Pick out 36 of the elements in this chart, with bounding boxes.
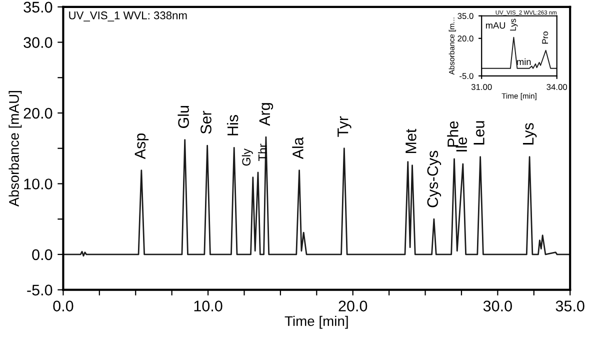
x-tick-label: 30.0 [483,300,512,312]
annotation: Thr [258,144,267,162]
x-tick-label: 0.0 [53,300,74,312]
annotation: Cys-Cys [427,150,442,208]
y-tick-label: 30.0 [24,37,52,48]
x-tick-label: 34.00 [546,84,568,90]
y-tick-label: 0.0 [32,249,52,260]
y-tick-label: -5.0 [27,284,52,296]
annotation: Tyr [338,116,352,137]
annotation: Gly [242,148,253,166]
annotation: min [517,58,531,65]
x-axis-title: Time [min] [284,316,348,329]
annotation: Lys [522,123,537,144]
annotation: Ala [292,137,304,160]
y-tick-label: 20.0 [24,108,52,119]
annotation: Pro [542,32,548,44]
annotation: Met [406,128,416,153]
y-tick-label: 35.0 [458,13,474,19]
x-tick-label: 10.0 [194,300,222,312]
annotation: UV_VIS_1 WVL: 338nm [69,11,187,22]
x-tick-label: 20.0 [338,300,368,312]
y-tick-label: -5.0 [460,73,474,80]
annotation: Glu [178,106,189,128]
annotation: Arg [259,103,274,126]
x-tick-label: 35.0 [556,300,584,312]
y-tick-label: 35.0 [24,2,52,13]
annotation: mAU [486,22,506,29]
annotation: Leu [474,121,484,144]
y-axis-title: Absorbance [mAU] [8,91,22,207]
annotation: Asp [134,133,149,160]
annotation: Ser [200,110,212,134]
y-tick-label: 20.0 [458,36,474,42]
y-tick-label: 10.0 [24,178,52,190]
annotation: His [226,115,238,136]
x-tick-label: 31.00 [471,84,492,90]
annotation: Lys [510,18,518,31]
